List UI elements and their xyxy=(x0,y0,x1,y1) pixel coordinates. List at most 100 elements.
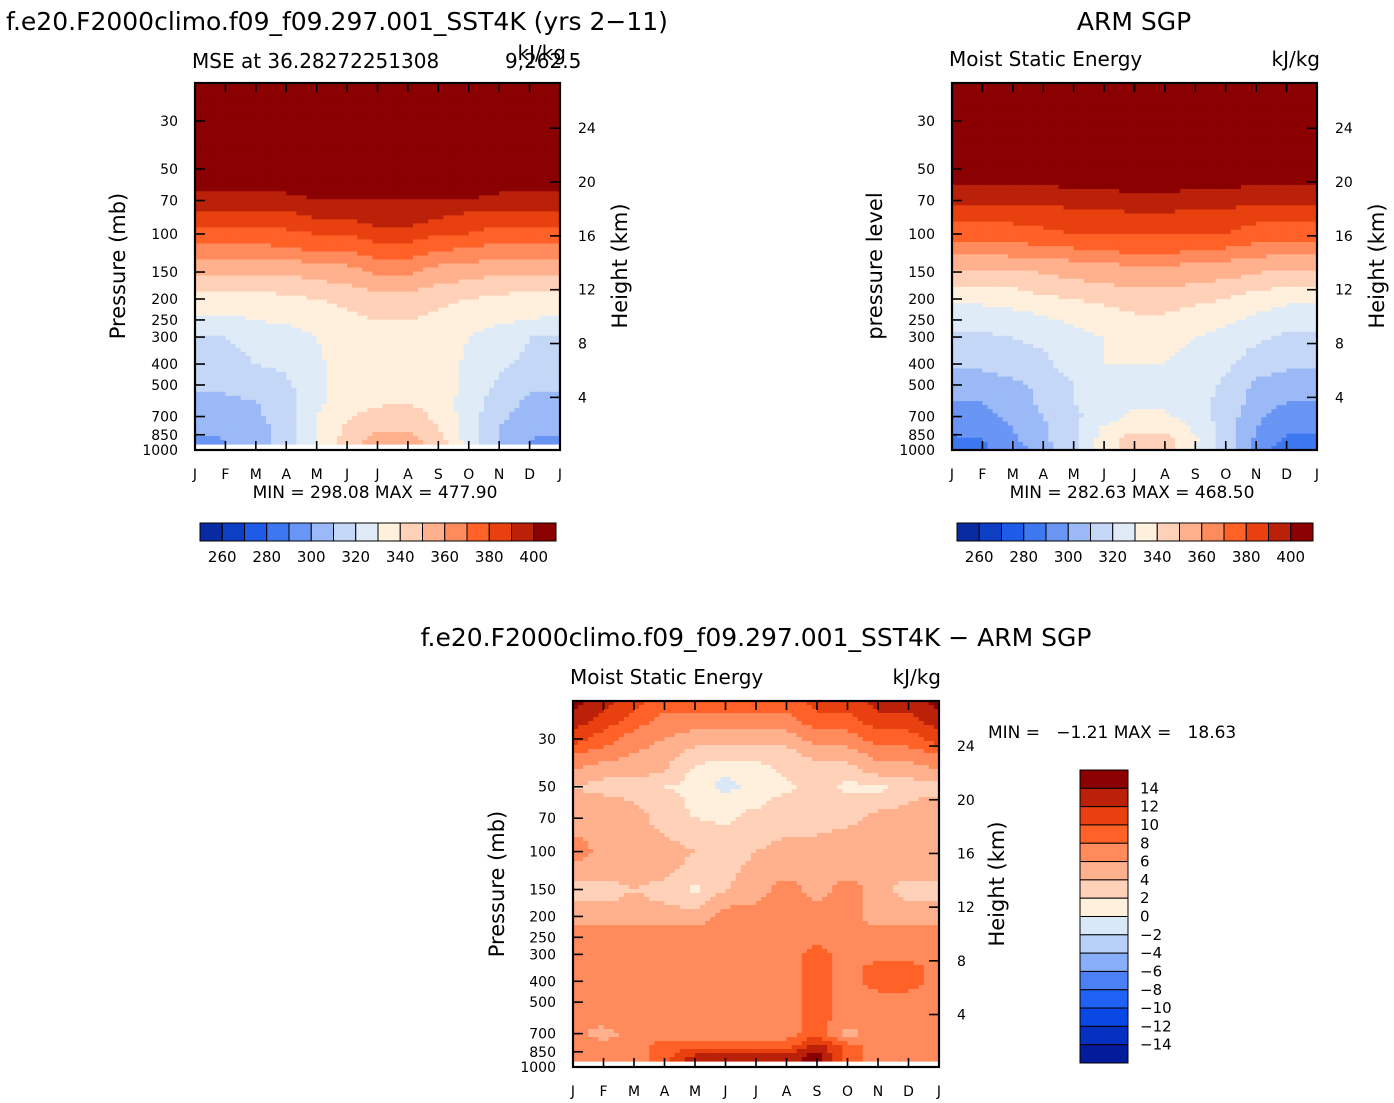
model-contour-cell xyxy=(286,115,292,120)
model-contour-cell xyxy=(235,251,242,257)
model-contour-cell xyxy=(509,127,515,132)
model-contour-cell xyxy=(331,231,338,237)
model-contour-cell xyxy=(352,83,358,88)
model-contour-cell xyxy=(433,291,439,297)
model-contour-cell xyxy=(397,223,404,228)
model-contour-cell xyxy=(443,131,450,136)
model-contour-cell xyxy=(301,187,308,192)
model-contour-cell xyxy=(245,295,252,301)
model-contour-cell xyxy=(448,287,455,293)
model-contour-cell xyxy=(321,223,328,228)
model-contour-cell xyxy=(433,263,439,269)
model-contour-cell xyxy=(321,255,328,261)
model-contour-cell xyxy=(352,103,358,108)
model-contour-cell xyxy=(473,219,480,224)
model-contour-cell xyxy=(509,327,515,333)
model-contour-cell xyxy=(458,127,465,132)
model-contour-cell xyxy=(433,247,439,253)
model-contour-cell xyxy=(255,159,262,164)
model-contour-cell xyxy=(438,335,444,341)
model-contour-cell xyxy=(423,95,429,100)
model-contour-cell xyxy=(357,83,363,88)
model-contour-cell xyxy=(478,299,485,305)
model-contour-cell xyxy=(494,327,500,333)
model-contour-cell xyxy=(281,227,287,233)
model-contour-cell xyxy=(331,183,338,188)
model-contour-cell xyxy=(301,111,308,116)
model-contour-cell xyxy=(504,307,510,313)
model-contour-cell xyxy=(499,119,505,124)
model-contour-cell xyxy=(245,263,252,269)
model-contour-cell xyxy=(453,331,460,337)
model-contour-cell xyxy=(271,255,277,261)
model-contour-cell xyxy=(554,175,561,180)
model-contour-cell xyxy=(291,155,297,160)
model-contour-cell xyxy=(235,303,242,309)
model-contour-cell xyxy=(311,87,318,92)
model-contour-cell xyxy=(463,103,470,108)
model-contour-cell xyxy=(240,139,247,144)
model-contour-cell xyxy=(382,171,389,176)
model-contour-cell xyxy=(276,331,282,337)
model-contour-cell xyxy=(504,207,510,212)
model-contour-cell xyxy=(433,323,439,329)
model-contour-cell xyxy=(524,235,531,241)
model-contour-cell xyxy=(534,151,541,156)
model-contour-cell xyxy=(494,87,500,92)
model-contour-cell xyxy=(433,311,439,317)
model-contour-cell xyxy=(276,223,282,228)
model-contour-cell xyxy=(357,215,363,220)
model-contour-cell xyxy=(321,259,328,265)
model-contour-cell xyxy=(331,263,338,269)
model-contour-cell xyxy=(529,195,536,200)
model-contour-cell xyxy=(326,91,333,96)
model-contour-cell xyxy=(473,211,480,216)
model-contour-cell xyxy=(514,211,521,216)
model-contour-cell xyxy=(367,343,374,349)
model-contour-cell xyxy=(367,303,374,309)
model-contour-cell xyxy=(509,227,515,233)
model-contour-cell xyxy=(281,131,287,136)
model-contour-cell xyxy=(504,299,510,305)
model-contour-cell xyxy=(377,187,384,192)
model-contour-cell xyxy=(281,151,287,156)
model-contour-cell xyxy=(499,343,505,349)
model-contour-cell xyxy=(306,123,313,128)
model-contour-cell xyxy=(240,107,247,112)
model-contour-cell xyxy=(554,195,561,200)
model-contour-cell xyxy=(509,103,515,108)
model-contour-cell xyxy=(357,151,363,156)
model-contour-cell xyxy=(326,123,333,128)
model-contour-cell xyxy=(418,279,424,285)
model-contour-cell xyxy=(352,175,358,180)
model-contour-cell xyxy=(326,343,333,349)
model-contour-cell xyxy=(205,119,211,124)
model-contour-cell xyxy=(271,243,277,249)
model-contour-cell xyxy=(499,219,505,224)
model-contour-cell xyxy=(336,247,343,253)
model-contour-cell xyxy=(519,287,526,293)
model-contour-cell xyxy=(443,235,450,241)
model-contour-cell xyxy=(382,295,389,301)
model-contour-cell xyxy=(245,343,252,349)
model-contour-cell xyxy=(367,183,374,188)
model-contour-cell xyxy=(286,107,292,112)
model-contour-cell xyxy=(539,255,546,261)
model-contour-cell xyxy=(534,295,541,301)
model-contour-cell xyxy=(235,111,242,116)
model-contour-cell xyxy=(428,271,434,277)
model-contour-cell xyxy=(281,231,287,237)
model-contour-cell xyxy=(473,167,480,172)
model-contour-cell xyxy=(529,227,536,233)
model-contour-cell xyxy=(529,151,536,156)
model-contour-cell xyxy=(473,183,480,188)
model-contour-cell xyxy=(225,111,232,116)
model-contour-cell xyxy=(433,187,439,192)
model-contour-cell xyxy=(418,315,424,321)
model-contour-cell xyxy=(291,263,297,269)
model-contour-cell xyxy=(433,307,439,313)
model-contour-cell xyxy=(438,155,444,160)
model-contour-cell xyxy=(438,159,444,164)
model-contour-cell xyxy=(205,351,211,357)
model-contour-cell xyxy=(519,211,526,216)
